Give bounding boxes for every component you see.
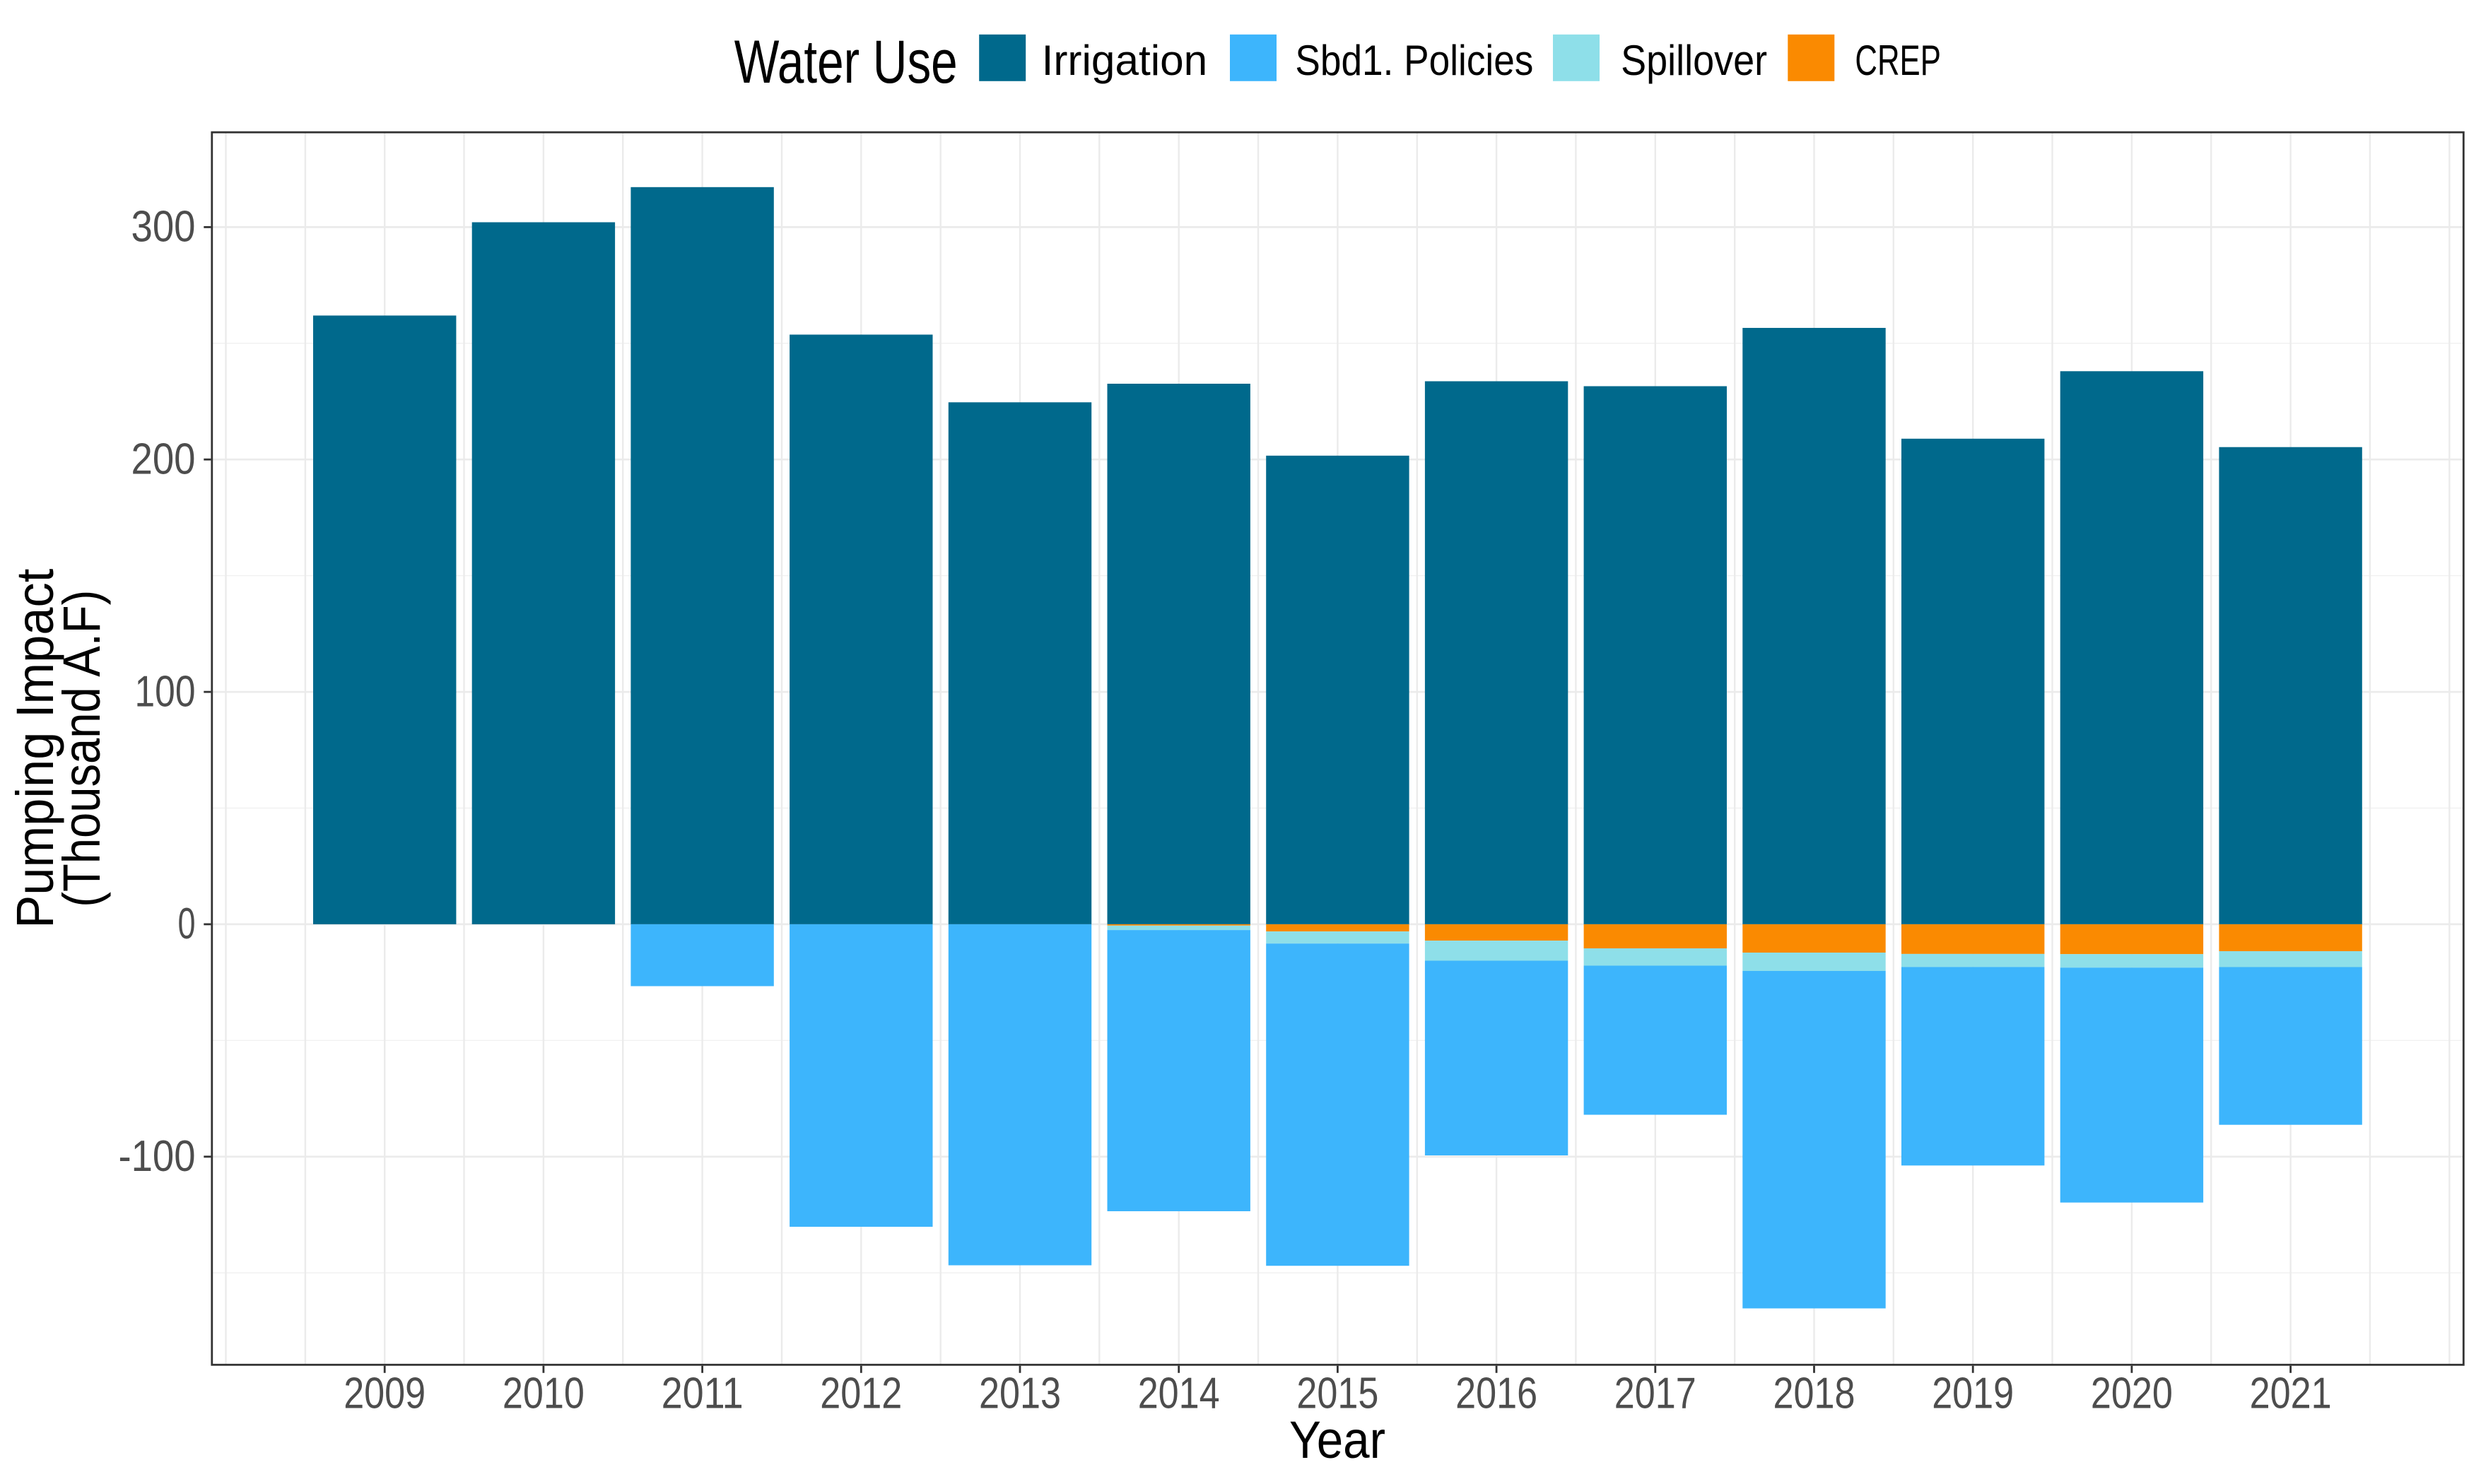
svg-text:Pumping Impact: Pumping Impact xyxy=(6,568,64,928)
svg-text:100: 100 xyxy=(135,667,196,716)
svg-text:2009: 2009 xyxy=(344,1370,426,1418)
svg-text:2010: 2010 xyxy=(503,1370,585,1418)
svg-text:2016: 2016 xyxy=(1455,1370,1537,1418)
svg-text:Year: Year xyxy=(1289,1411,1385,1469)
svg-text:2021: 2021 xyxy=(2250,1370,2332,1418)
svg-text:Spillover: Spillover xyxy=(1621,37,1767,84)
svg-text:2015: 2015 xyxy=(1296,1370,1378,1418)
svg-text:2012: 2012 xyxy=(820,1370,902,1418)
svg-text:2020: 2020 xyxy=(2091,1370,2173,1418)
svg-text:Irrigation: Irrigation xyxy=(1042,37,1208,84)
svg-text:2013: 2013 xyxy=(979,1370,1061,1418)
svg-text:2011: 2011 xyxy=(662,1370,744,1418)
svg-text:0: 0 xyxy=(178,900,196,948)
svg-text:Sbd1. Policies: Sbd1. Policies xyxy=(1295,37,1533,84)
svg-text:-100: -100 xyxy=(119,1132,196,1181)
svg-text:Water Use: Water Use xyxy=(734,28,958,96)
svg-text:2018: 2018 xyxy=(1773,1370,1855,1418)
svg-text:300: 300 xyxy=(131,203,196,252)
svg-text:200: 200 xyxy=(131,435,196,484)
svg-text:2014: 2014 xyxy=(1138,1370,1220,1418)
svg-text:2019: 2019 xyxy=(1932,1370,2014,1418)
svg-text:(Thousand A.F): (Thousand A.F) xyxy=(52,590,111,907)
svg-text:CREP: CREP xyxy=(1855,37,1941,84)
svg-text:2017: 2017 xyxy=(1614,1370,1696,1418)
